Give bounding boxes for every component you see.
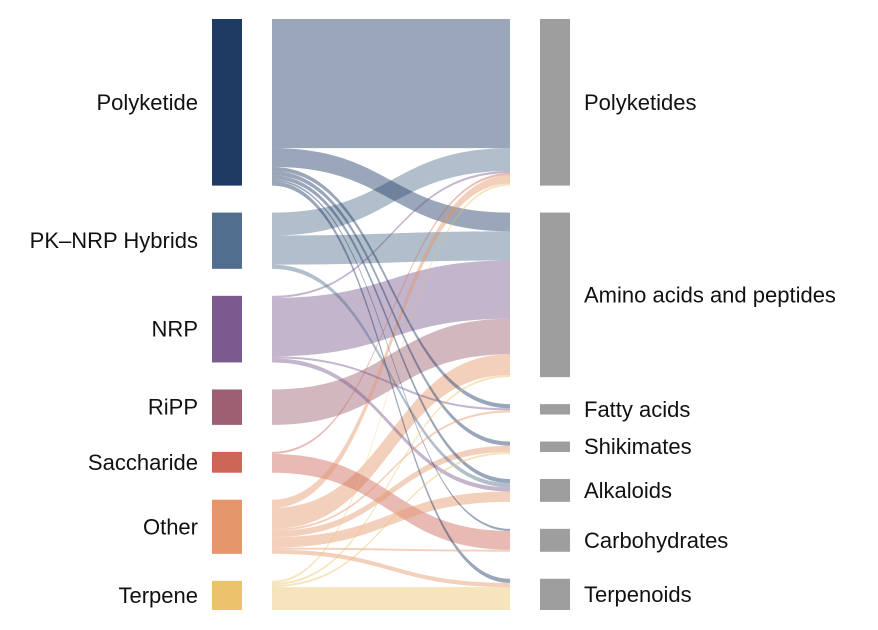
- flow-other-to-terpenoids: [272, 549, 510, 588]
- flow-polyketide-to-terpenoids: [272, 181, 510, 583]
- flow-terpene-to-polyketides: [272, 183, 510, 583]
- source-node-ripp: [212, 389, 242, 425]
- sankey-links: [272, 19, 510, 610]
- sankey-labels: Polyketide PK–NRP Hybrids NRP RiPP Saccharid…: [30, 90, 836, 608]
- source-node-saccharide: [212, 451, 242, 473]
- flow-nrp-to-polyketides: [272, 171, 510, 298]
- flow-polyketide-to-carbohydrates: [272, 179, 510, 531]
- flow-terpene-to-terpenoids: [272, 587, 510, 610]
- target-label-polyketides: Polyketides: [584, 90, 697, 115]
- target-node-amino: [540, 212, 570, 378]
- target-label-shikimates: Shikimates: [584, 434, 692, 459]
- flow-saccharide-to-carbohydrates: [272, 453, 510, 550]
- source-label-polyketide: Polyketide: [96, 90, 198, 115]
- source-label-saccharide: Saccharide: [88, 450, 198, 475]
- target-label-fatty: Fatty acids: [584, 397, 690, 422]
- flow-polyketide-to-amino: [272, 148, 510, 232]
- flow-other-to-polyketides: [272, 175, 510, 509]
- flow-polyketide-to-alkaloids: [272, 175, 510, 484]
- flow-polyketide-to-fatty: [272, 166, 510, 409]
- flow-polyketide-to-polyketides: [272, 19, 510, 149]
- flow-ripp-to-amino: [272, 318, 510, 425]
- source-node-polyketide: [212, 19, 242, 186]
- flow-other-to-amino: [272, 354, 510, 529]
- flow-pk-nrp-to-alkaloids: [272, 264, 510, 488]
- source-label-terpene: Terpene: [118, 583, 198, 608]
- target-label-alkaloids: Alkaloids: [584, 478, 672, 503]
- flow-other-to-alkaloids: [272, 491, 510, 548]
- target-node-carbohydrates: [540, 528, 570, 552]
- flow-nrp-to-alkaloids: [272, 358, 510, 492]
- flow-pk-nrp-to-polyketides: [272, 148, 510, 236]
- flow-nrp-to-amino: [272, 260, 510, 357]
- source-label-ripp: RiPP: [148, 395, 198, 420]
- source-node-other: [212, 499, 242, 554]
- target-node-fatty: [540, 404, 570, 415]
- flow-other-to-fatty: [272, 410, 510, 531]
- flow-other-to-carbohydrates: [272, 547, 510, 552]
- target-label-terpenoids: Terpenoids: [584, 582, 692, 607]
- target-label-amino: Amino acids and peptides: [584, 282, 836, 307]
- target-label-carbohydrates: Carbohydrates: [584, 528, 728, 553]
- flow-polyketide-to-shikimates: [272, 171, 510, 446]
- source-node-nrp: [212, 295, 242, 363]
- flow-nrp-to-fatty: [272, 356, 510, 411]
- source-label-pk-nrp: PK–NRP Hybrids: [30, 228, 198, 253]
- target-node-shikimates: [540, 441, 570, 452]
- source-label-other: Other: [143, 514, 198, 539]
- source-node-pk-nrp: [212, 212, 242, 269]
- target-node-polyketides: [540, 19, 570, 186]
- sankey-nodes: [212, 19, 570, 610]
- flow-pk-nrp-to-amino: [272, 231, 510, 265]
- flow-saccharide-to-polyketides: [272, 173, 510, 454]
- source-label-nrp: NRP: [152, 317, 198, 342]
- source-node-terpene: [212, 580, 242, 610]
- flow-other-to-shikimates: [272, 445, 510, 538]
- flow-terpene-to-shikimates: [272, 451, 510, 588]
- target-node-alkaloids: [540, 478, 570, 502]
- target-node-terpenoids: [540, 578, 570, 610]
- flow-terpene-to-amino: [272, 375, 510, 586]
